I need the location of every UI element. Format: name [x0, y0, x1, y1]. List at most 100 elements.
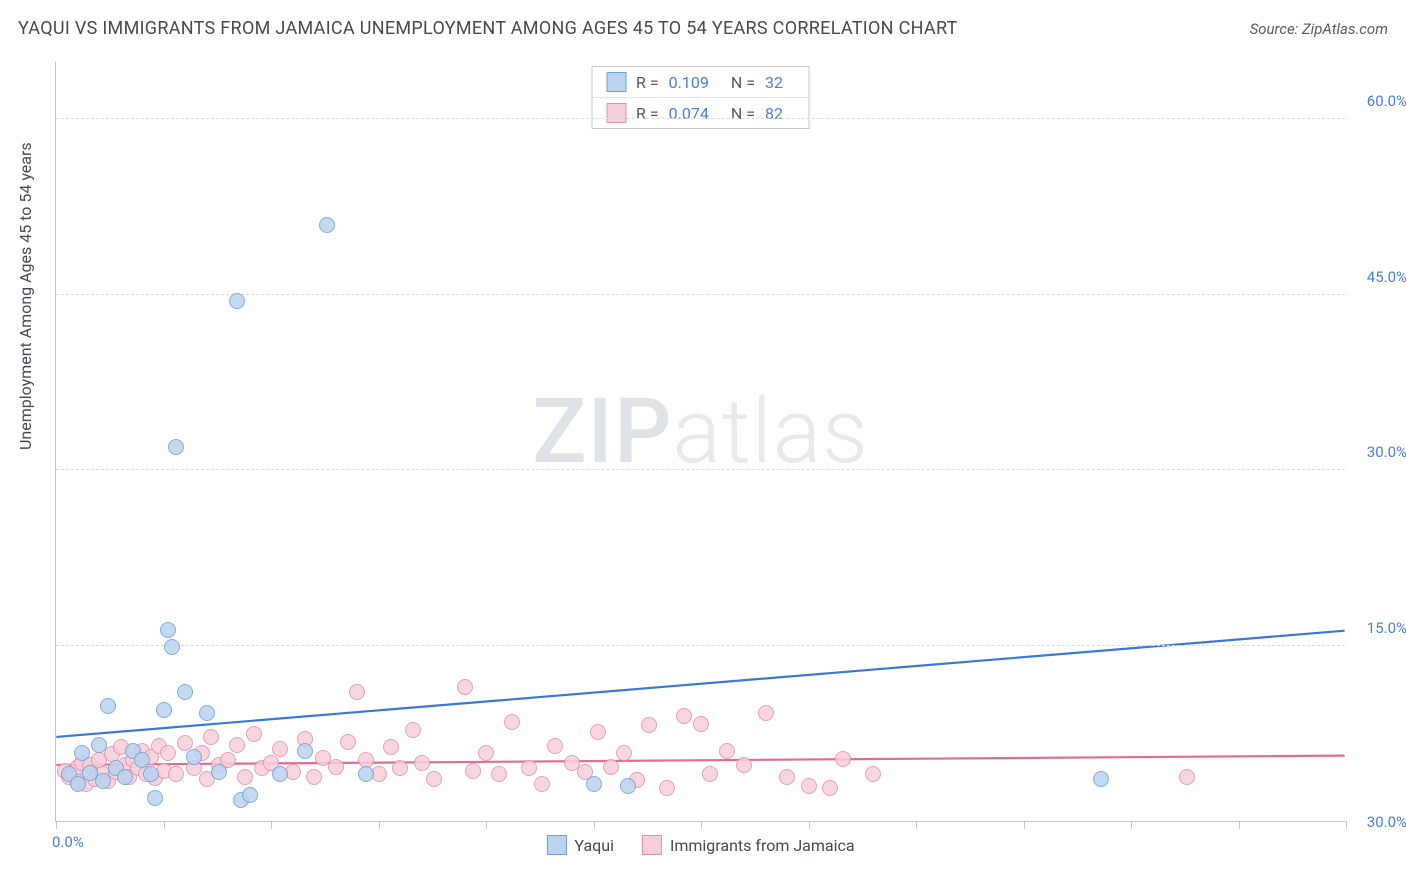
scatter-point: [414, 755, 430, 771]
scatter-point: [143, 766, 159, 782]
trendlines-svg: [56, 62, 1345, 821]
scatter-point: [156, 702, 172, 718]
scatter-point: [835, 751, 851, 767]
scatter-point: [521, 760, 537, 776]
swatch-yaqui: [606, 72, 626, 92]
scatter-point: [801, 778, 817, 794]
r-label: R =: [636, 73, 659, 92]
scatter-point: [160, 745, 176, 761]
scatter-point: [465, 763, 481, 779]
scatter-point: [478, 745, 494, 761]
scatter-point: [229, 737, 245, 753]
scatter-point: [676, 708, 692, 724]
n-label: N =: [731, 73, 755, 92]
scatter-point: [168, 439, 184, 455]
scatter-point: [229, 293, 245, 309]
plot-area: ZIPatlas R = 0.109 N = 32 R = 0.074 N = …: [55, 62, 1345, 822]
scatter-point: [457, 679, 473, 695]
scatter-point: [100, 698, 116, 714]
scatter-point: [246, 726, 262, 742]
scatter-point: [358, 766, 374, 782]
scatter-point: [491, 766, 507, 782]
scatter-point: [822, 780, 838, 796]
scatter-point: [306, 769, 322, 785]
y-tick-label: 60.0%: [1367, 92, 1406, 110]
x-tick: [1346, 821, 1347, 829]
x-tick-label: 30.0%: [1367, 813, 1406, 831]
scatter-point: [504, 714, 520, 730]
scatter-point: [865, 766, 881, 782]
scatter-point: [211, 764, 227, 780]
scatter-point: [547, 738, 563, 754]
scatter-point: [91, 737, 107, 753]
y-tick-label: 15.0%: [1367, 619, 1406, 637]
scatter-point: [164, 639, 180, 655]
scatter-point: [319, 217, 335, 233]
scatter-point: [405, 722, 421, 738]
scatter-point: [392, 760, 408, 776]
scatter-point: [328, 759, 344, 775]
scatter-point: [586, 776, 602, 792]
scatter-point: [160, 622, 176, 638]
scatter-point: [237, 769, 253, 785]
x-tick: [486, 821, 487, 829]
stats-row-jamaica: R = 0.074 N = 82: [592, 97, 809, 128]
stats-row-yaqui: R = 0.109 N = 32: [592, 67, 809, 97]
x-tick: [271, 821, 272, 829]
r-label: R =: [636, 104, 659, 123]
scatter-point: [272, 741, 288, 757]
scatter-point: [383, 739, 399, 755]
gridline: [56, 294, 1345, 295]
scatter-point: [340, 734, 356, 750]
legend-item-yaqui: Yaqui: [546, 835, 614, 855]
x-tick: [1239, 821, 1240, 829]
x-tick: [809, 821, 810, 829]
stats-legend: R = 0.109 N = 32 R = 0.074 N = 82: [591, 66, 810, 129]
scatter-point: [199, 705, 215, 721]
gridline: [56, 118, 1345, 119]
x-tick: [1131, 821, 1132, 829]
scatter-point: [736, 757, 752, 773]
scatter-point: [603, 759, 619, 775]
x-tick: [56, 821, 57, 829]
scatter-point: [719, 743, 735, 759]
swatch-jamaica: [606, 103, 626, 123]
x-tick-label: 0.0%: [52, 833, 84, 851]
swatch-yaqui: [546, 835, 566, 855]
bottom-legend: Yaqui Immigrants from Jamaica: [546, 835, 854, 855]
legend-item-jamaica: Immigrants from Jamaica: [642, 835, 855, 855]
scatter-point: [758, 705, 774, 721]
r-value-yaqui: 0.109: [669, 73, 709, 92]
legend-label-yaqui: Yaqui: [574, 836, 614, 855]
scatter-point: [147, 790, 163, 806]
x-tick: [379, 821, 380, 829]
scatter-point: [349, 684, 365, 700]
scatter-point: [426, 771, 442, 787]
scatter-point: [641, 717, 657, 733]
scatter-point: [702, 766, 718, 782]
scatter-point: [534, 776, 550, 792]
n-label: N =: [731, 104, 755, 123]
scatter-point: [693, 716, 709, 732]
y-tick-label: 30.0%: [1367, 443, 1406, 461]
x-tick: [594, 821, 595, 829]
scatter-point: [203, 729, 219, 745]
scatter-point: [242, 787, 258, 803]
scatter-point: [177, 684, 193, 700]
r-value-jamaica: 0.074: [669, 104, 709, 123]
scatter-point: [186, 749, 202, 765]
n-value-yaqui: 32: [765, 73, 783, 92]
scatter-point: [74, 745, 90, 761]
x-tick: [1024, 821, 1025, 829]
scatter-point: [616, 745, 632, 761]
scatter-point: [117, 769, 133, 785]
scatter-point: [95, 773, 111, 789]
scatter-point: [168, 766, 184, 782]
scatter-point: [1093, 771, 1109, 787]
scatter-point: [272, 766, 288, 782]
scatter-point: [659, 780, 675, 796]
x-tick: [164, 821, 165, 829]
watermark: ZIPatlas: [532, 379, 869, 484]
scatter-point: [297, 743, 313, 759]
scatter-point: [590, 724, 606, 740]
